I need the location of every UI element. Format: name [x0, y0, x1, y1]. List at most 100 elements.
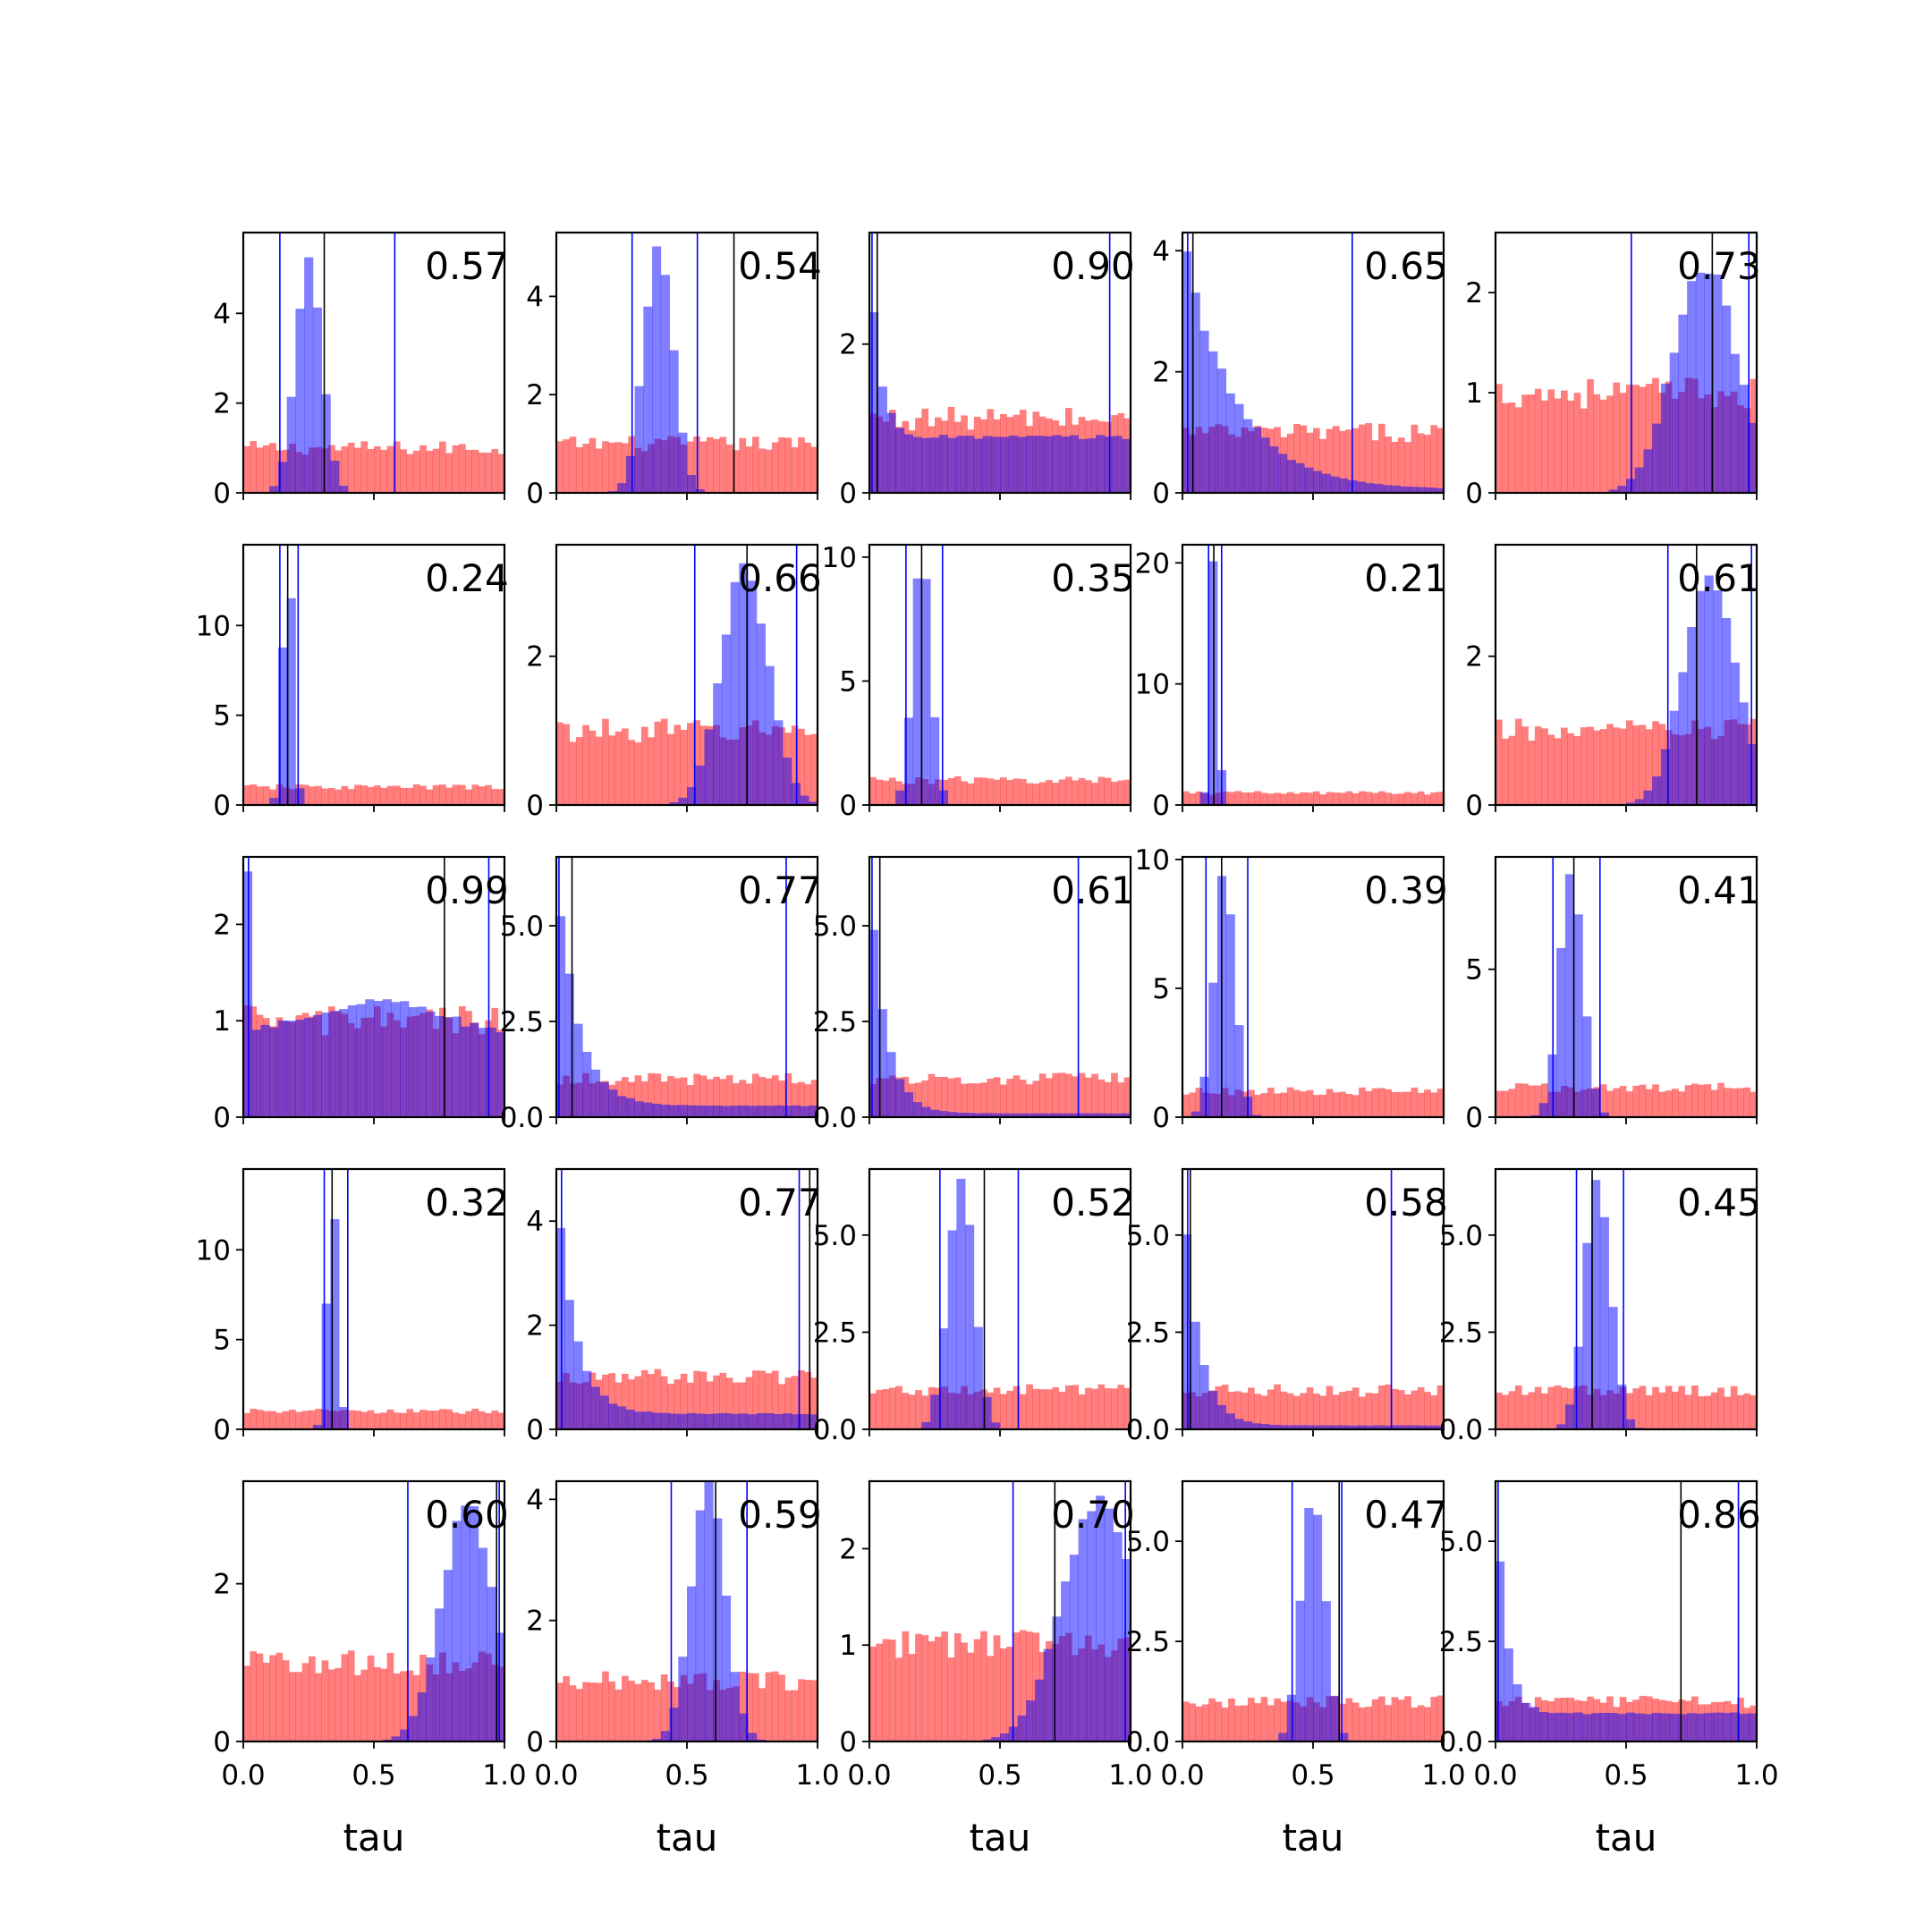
- prior-bar: [935, 1636, 942, 1741]
- posterior-bar: [765, 1106, 775, 1117]
- prior-bar: [1750, 1091, 1758, 1117]
- posterior-bar: [748, 1414, 758, 1429]
- prior-bar: [1300, 792, 1308, 805]
- prior-bar: [575, 447, 583, 493]
- prior-bar: [262, 1662, 270, 1741]
- prior-bar: [614, 442, 623, 493]
- prior-bar: [1097, 1079, 1106, 1117]
- posterior-bar: [643, 1102, 653, 1117]
- prior-bar: [1006, 1390, 1013, 1429]
- posterior-bar: [634, 1411, 644, 1429]
- prior-bar: [1084, 1387, 1092, 1429]
- posterior-histogram: [608, 246, 705, 493]
- prior-bar: [341, 785, 349, 805]
- posterior-bar: [1191, 1321, 1200, 1429]
- posterior-bar: [678, 1413, 688, 1429]
- posterior-bar: [1722, 305, 1732, 493]
- prior-bar: [1378, 423, 1385, 493]
- posterior-bar: [634, 386, 644, 493]
- y-tick-label: 10: [1135, 669, 1170, 701]
- prior-bar: [784, 1690, 792, 1741]
- posterior-bar: [1286, 1425, 1296, 1429]
- y-tick-label: 0: [1152, 790, 1170, 822]
- y-tick-label: 1: [213, 1005, 231, 1038]
- posterior-bar: [356, 1004, 366, 1117]
- prior-bar: [1111, 1388, 1118, 1429]
- posterior-bar: [669, 350, 679, 493]
- y-tick-label: 20: [1135, 547, 1170, 580]
- prior-bar: [347, 1410, 355, 1429]
- prior-bar: [733, 1382, 740, 1429]
- prior-bar: [921, 1635, 929, 1741]
- prior-bar: [1684, 1394, 1692, 1429]
- prior-bar: [315, 1673, 322, 1741]
- prior-bar: [602, 1671, 609, 1741]
- prior-bar: [1404, 1091, 1411, 1117]
- posterior-bar: [1669, 352, 1679, 493]
- posterior-bar: [1208, 351, 1218, 493]
- posterior-bar: [1530, 1707, 1540, 1741]
- posterior-histogram: [1556, 1180, 1644, 1429]
- prior-bar: [882, 1389, 890, 1429]
- posterior-bar: [895, 1079, 905, 1117]
- posterior-bar: [938, 435, 948, 493]
- posterior-bar: [1208, 982, 1218, 1117]
- prior-bar: [1514, 407, 1522, 493]
- prior-bar: [687, 441, 694, 493]
- posterior-bar: [1417, 1425, 1427, 1429]
- posterior-bar: [1400, 1425, 1410, 1429]
- prior-bar: [739, 437, 747, 493]
- posterior-bar: [1713, 590, 1723, 805]
- panel-17: 0 2 4 0.77: [526, 1167, 822, 1446]
- posterior-bar: [1748, 1713, 1758, 1741]
- prior-bar: [256, 1410, 264, 1429]
- posterior-bar: [800, 795, 809, 805]
- prior-bar: [888, 777, 896, 805]
- prior-bar: [1411, 1707, 1419, 1741]
- panel-6: 0 5 10 0.24: [196, 543, 509, 822]
- prior-bar: [1678, 1091, 1686, 1117]
- prior-bar: [771, 442, 779, 493]
- posterior-bar: [625, 1097, 635, 1117]
- prior-bar: [282, 1411, 290, 1429]
- posterior-histogram: [1496, 1561, 1758, 1741]
- prior-bar: [575, 1689, 583, 1741]
- prior-bar: [327, 787, 335, 805]
- posterior-bar: [1556, 947, 1566, 1117]
- posterior-bar: [1608, 1307, 1618, 1429]
- posterior-bar: [1739, 702, 1749, 805]
- posterior-bar: [1286, 460, 1296, 493]
- prior-bar: [654, 1690, 662, 1741]
- posterior-histogram: [382, 1505, 505, 1741]
- prior-bar: [1365, 1090, 1373, 1117]
- prior-bar: [1006, 780, 1013, 805]
- y-tick-label: 2.5: [1439, 1317, 1483, 1349]
- prior-bar: [301, 1411, 309, 1429]
- prior-bar: [347, 789, 355, 805]
- prior-bar: [1417, 1092, 1425, 1117]
- prior-bar: [660, 718, 668, 805]
- posterior-bar: [678, 1105, 688, 1117]
- posterior-bar: [1356, 481, 1366, 493]
- x-axis-label: tau: [970, 1816, 1031, 1860]
- prior-bar: [1326, 792, 1334, 805]
- x-tick-label: 0.0: [1473, 1759, 1517, 1792]
- prior-bar: [798, 1679, 805, 1741]
- posterior-bar: [1573, 914, 1583, 1117]
- posterior-histogram: [982, 1496, 1131, 1741]
- prior-bar: [798, 436, 805, 493]
- prior-bar: [1496, 1392, 1503, 1429]
- posterior-bar: [435, 1015, 445, 1117]
- prior-bar: [497, 1412, 505, 1429]
- prior-bar: [1613, 727, 1621, 805]
- y-tick-label: 2: [526, 1310, 544, 1343]
- posterior-bar: [1521, 1702, 1531, 1741]
- prior-bar: [478, 1411, 486, 1429]
- posterior-bar: [930, 1394, 940, 1429]
- posterior-bar: [1122, 1113, 1131, 1117]
- y-tick-label: 0: [839, 790, 857, 822]
- posterior-bar: [739, 563, 749, 805]
- posterior-bar: [982, 1396, 992, 1429]
- prior-bar: [419, 1410, 427, 1429]
- prior-bar: [791, 1376, 799, 1429]
